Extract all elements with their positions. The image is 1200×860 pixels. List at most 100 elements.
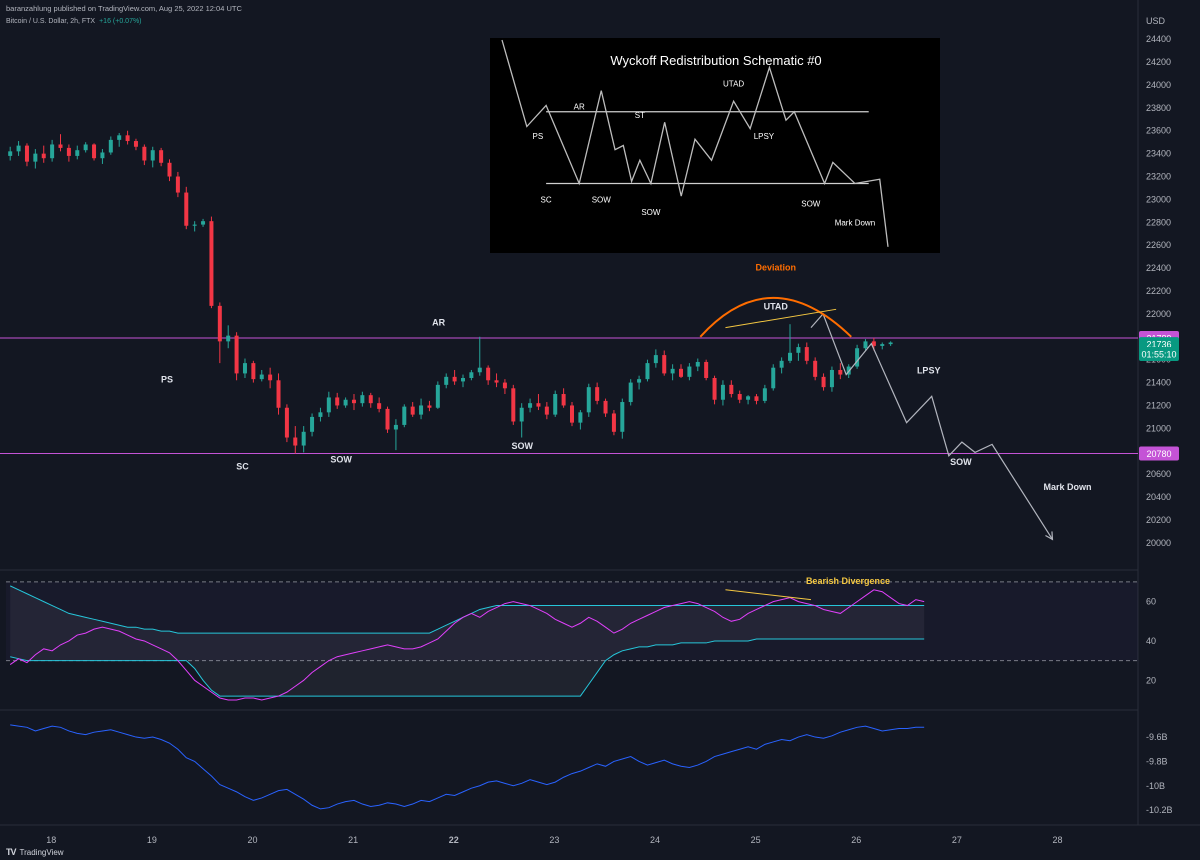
candle-body (259, 374, 264, 380)
candle-body (720, 384, 725, 400)
candle-body (477, 367, 482, 373)
candle-body (486, 367, 491, 381)
price-tick-label: 20000 (1146, 538, 1171, 548)
rsi-lower-band (10, 638, 925, 697)
candle-body (33, 153, 38, 162)
price-tick-label: 24200 (1146, 57, 1171, 67)
schematic-label: SOW (801, 200, 821, 209)
schematic-label: AR (574, 103, 585, 112)
time-tick-label: 22 (449, 835, 459, 845)
candle-body (771, 367, 776, 389)
schematic-label: SC (541, 195, 552, 204)
candle-body (50, 144, 55, 159)
candle-body (628, 382, 633, 403)
candle-body (460, 377, 465, 382)
candle-body (494, 380, 499, 383)
price-tick-label: 23800 (1146, 103, 1171, 113)
symbol-legend: Bitcoin / U.S. Dollar, 2h, FTX +16 (+0.07… (6, 18, 142, 25)
tradingview-logo-icon[interactable]: TV (6, 847, 16, 857)
price-axis-unit: USD (1146, 16, 1166, 26)
divergence-label: Bearish Divergence (806, 576, 890, 586)
candle-body (41, 153, 46, 159)
price-tick-label: 24400 (1146, 34, 1171, 44)
candle-body (100, 152, 105, 159)
candle-body (427, 405, 432, 408)
candle-body (301, 431, 306, 446)
candle-body (762, 388, 767, 401)
time-tick-label: 21 (348, 835, 358, 845)
annotation-label: SC (236, 462, 249, 472)
annotation-label: SOW (330, 455, 352, 465)
projection-path (810, 312, 1053, 540)
candle-body (209, 221, 214, 306)
candle-body (788, 352, 793, 361)
candle-body (284, 407, 289, 438)
candle-body (511, 388, 516, 422)
candle-body (108, 139, 113, 153)
candle-body (393, 424, 398, 430)
obv-tick-label: -10B (1146, 781, 1165, 791)
candle-body (444, 376, 449, 385)
candle-body (611, 413, 616, 432)
candle-body (754, 396, 759, 401)
annotation-label: Deviation (756, 262, 797, 272)
candle-body (578, 412, 583, 423)
price-tick-label: 24000 (1146, 80, 1171, 90)
annotation-label: AR (432, 317, 445, 327)
candle-body (351, 399, 356, 404)
obv-line (10, 724, 925, 810)
candle-body (561, 394, 566, 406)
candle-body (813, 360, 818, 377)
candle-body (66, 147, 71, 156)
time-tick-label: 24 (650, 835, 660, 845)
candle-body (117, 135, 122, 140)
candle-body (502, 382, 507, 389)
candle-body (821, 376, 826, 388)
price-tick-label: 20600 (1146, 469, 1171, 479)
candle-body (435, 384, 440, 408)
schematic-label: SOW (641, 208, 661, 217)
candle-body (586, 387, 591, 413)
price-tick-label: 23200 (1146, 172, 1171, 182)
candle-body (670, 368, 675, 374)
price-tick-label: 21000 (1146, 423, 1171, 433)
annotation-label: LPSY (917, 365, 941, 375)
time-tick-label: 18 (46, 835, 56, 845)
candle-body (687, 366, 692, 377)
candle-body (167, 162, 172, 177)
candle-body (385, 408, 390, 430)
candle-body (184, 192, 189, 226)
price-label-box (1139, 346, 1179, 361)
schematic-label: Mark Down (835, 219, 875, 228)
price-tick-label: 20200 (1146, 515, 1171, 525)
rsi-tick-label: 40 (1146, 636, 1156, 646)
publish-info: baranzahlung published on TradingView.co… (6, 4, 242, 13)
candle-body (704, 361, 709, 378)
price-tick-label: 21200 (1146, 400, 1171, 410)
candle-body (637, 379, 642, 383)
candle-body (75, 150, 80, 156)
candle-body (419, 405, 424, 415)
time-tick-label: 28 (1052, 835, 1062, 845)
annotation-label: UTAD (764, 301, 789, 311)
schematic-label: ST (635, 111, 645, 120)
rsi-tick-label: 20 (1146, 675, 1156, 685)
candle-body (838, 369, 843, 375)
candle-body (335, 397, 340, 406)
candle-body (402, 406, 407, 425)
utad-trendline (725, 308, 837, 329)
price-label-text: 21736 (1146, 340, 1171, 350)
annotation-label: PS (161, 375, 173, 385)
schematic-title: Wyckoff Redistribution Schematic #0 (610, 53, 821, 68)
obv-tick-label: -9.6B (1146, 732, 1168, 742)
annotation-label: SOW (950, 457, 972, 467)
candle-body (729, 384, 734, 395)
candle-body (410, 406, 415, 415)
candle-body (318, 412, 323, 417)
price-label-box (1139, 446, 1179, 461)
rsi-line (9, 589, 925, 701)
price-tick-label: 21400 (1146, 378, 1171, 388)
candle-body (662, 355, 667, 374)
candle-body (863, 341, 868, 349)
